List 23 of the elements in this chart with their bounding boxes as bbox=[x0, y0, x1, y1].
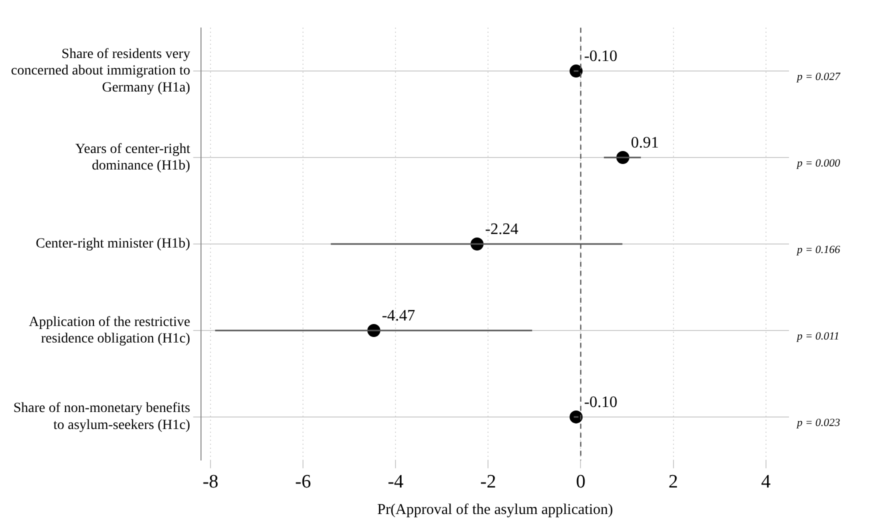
y-tick-label: Years of center-right dominance (H1b) bbox=[75, 142, 191, 174]
x-tick-label: -4 bbox=[388, 472, 404, 493]
data-label: -2.24 bbox=[485, 221, 518, 238]
y-tick-label: Share of non-monetary benefits to asylum-seekers (H1c) bbox=[13, 401, 191, 434]
data-label: -0.10 bbox=[584, 394, 618, 411]
x-tick-label: -2 bbox=[480, 472, 496, 493]
x-tick-label: 0 bbox=[576, 472, 586, 493]
text: p = 0.166 bbox=[796, 244, 841, 256]
y-tick-label: Application of the restrictive residence obligation (H1c) bbox=[28, 314, 191, 347]
x-axis-title: Pr(Approval of the asylum application) bbox=[377, 502, 614, 518]
y-tick-label: Center-right minister (H1b) bbox=[36, 236, 191, 252]
data-label: -0.10 bbox=[584, 48, 618, 66]
text: p = 0.011 bbox=[796, 330, 840, 342]
data-label: 0.91 bbox=[630, 134, 659, 152]
text: p = 0.000 bbox=[796, 157, 841, 170]
text: p = 0.027 bbox=[796, 70, 841, 83]
data-label: -4.47 bbox=[382, 307, 416, 324]
x-tick-label: -8 bbox=[202, 472, 218, 493]
x-tick-label: 2 bbox=[668, 472, 678, 493]
x-tick-label: -6 bbox=[295, 472, 311, 493]
x-tick-label: 4 bbox=[761, 472, 772, 493]
text: p = 0.023 bbox=[796, 416, 841, 429]
y-tick-label: Share of residents very concerned about immigration to Germany (H1a) bbox=[10, 46, 191, 96]
